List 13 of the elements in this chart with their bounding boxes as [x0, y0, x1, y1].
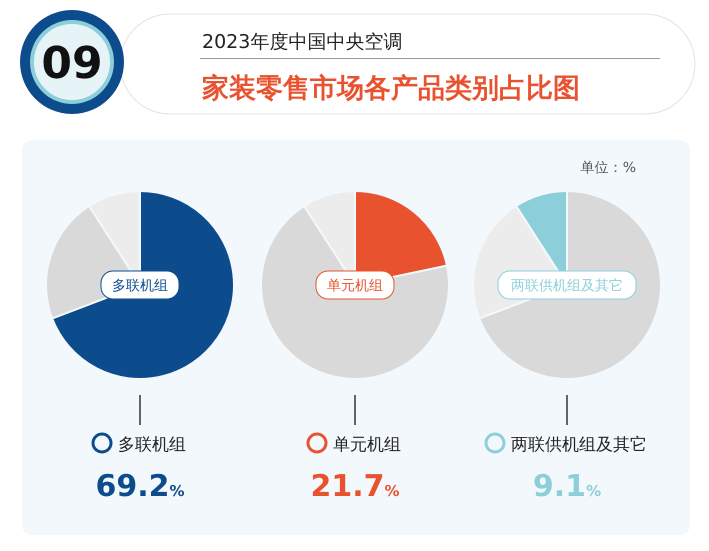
legend-label: 单元机组: [333, 435, 401, 455]
data-label: 9.1%: [532, 469, 602, 504]
category-label: 单元机组: [327, 278, 383, 294]
legend-label: 两联供机组及其它: [511, 435, 647, 455]
text: 09: [41, 38, 103, 89]
legend-label: 多联机组: [118, 435, 186, 455]
slice-label: 多联机组: [112, 278, 168, 294]
text: 家装零售市场各产品类别占比图: [201, 73, 580, 104]
category-label: 两联供机组及其它: [511, 278, 623, 294]
data-label: 21.7%: [310, 469, 400, 504]
data-label: 69.2%: [95, 469, 185, 504]
text: 2023年度中国中央空调: [202, 31, 402, 53]
text: 单位：%: [580, 160, 636, 176]
